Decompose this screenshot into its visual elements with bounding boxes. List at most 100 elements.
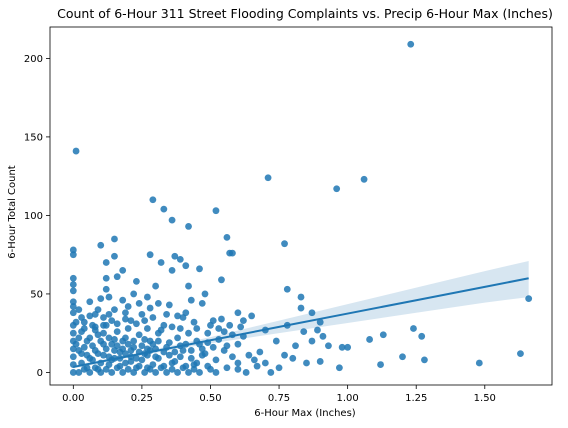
y-tick-label: 150 xyxy=(24,132,43,143)
data-point xyxy=(168,323,176,331)
data-point xyxy=(272,337,280,345)
data-point xyxy=(100,321,107,329)
data-point xyxy=(264,174,272,182)
data-point xyxy=(141,336,149,343)
data-point xyxy=(122,334,129,342)
data-point xyxy=(185,282,192,290)
data-point xyxy=(281,240,288,248)
data-point xyxy=(234,309,242,317)
data-point xyxy=(253,362,261,370)
data-point xyxy=(289,354,297,362)
data-point xyxy=(229,249,236,257)
data-point xyxy=(160,362,168,370)
data-point xyxy=(261,359,269,367)
x-tick-label: 1.00 xyxy=(337,393,359,404)
data-point xyxy=(176,353,184,361)
data-point xyxy=(83,351,91,359)
data-point xyxy=(182,362,190,370)
data-point xyxy=(69,246,77,254)
data-point xyxy=(105,334,113,342)
data-point xyxy=(69,321,77,329)
data-point xyxy=(130,290,138,298)
data-point xyxy=(196,265,203,273)
data-point xyxy=(97,295,105,303)
data-point xyxy=(69,298,77,306)
data-point xyxy=(130,337,138,345)
data-point xyxy=(223,364,231,372)
data-point xyxy=(245,351,253,359)
data-point xyxy=(111,336,118,343)
data-point xyxy=(314,326,321,334)
x-tick-label: 0.75 xyxy=(268,393,290,404)
data-point xyxy=(399,353,406,361)
data-point xyxy=(86,312,94,320)
data-point xyxy=(154,299,162,307)
data-point xyxy=(138,310,146,318)
data-point xyxy=(124,303,132,310)
data-point xyxy=(366,336,373,343)
data-point xyxy=(234,340,242,348)
data-point xyxy=(209,343,217,351)
data-point xyxy=(69,251,77,259)
data-point xyxy=(185,223,192,230)
data-point xyxy=(171,348,179,356)
data-point xyxy=(168,266,176,274)
data-point xyxy=(338,343,346,351)
data-point xyxy=(242,369,250,376)
data-point xyxy=(333,185,341,193)
data-point xyxy=(152,369,160,376)
data-point xyxy=(75,334,83,342)
data-point xyxy=(171,252,179,260)
data-point xyxy=(105,353,113,361)
axes: 0.00 0.25 0.50 0.75 1.00 1.25 1.50 0 50 100 150 200 xyxy=(24,26,553,404)
data-point xyxy=(102,259,110,266)
data-point xyxy=(154,337,162,345)
data-point xyxy=(111,235,118,243)
y-tick-label: 100 xyxy=(24,211,43,222)
data-point xyxy=(201,290,209,298)
data-point xyxy=(209,317,217,325)
data-point xyxy=(100,351,107,359)
y-tick-label: 50 xyxy=(30,289,43,300)
data-point xyxy=(105,310,113,318)
data-point xyxy=(407,40,415,48)
data-point xyxy=(198,351,206,359)
data-point xyxy=(308,309,316,317)
data-point xyxy=(146,304,154,312)
x-axis-label: 6-Hour Max (Inches) xyxy=(254,408,355,419)
data-point xyxy=(102,274,110,282)
data-point xyxy=(316,318,324,326)
data-point xyxy=(165,339,173,347)
data-point xyxy=(119,345,127,353)
data-point xyxy=(344,343,352,351)
data-point xyxy=(250,356,258,364)
data-point xyxy=(421,356,428,364)
data-point xyxy=(517,350,524,357)
data-point xyxy=(89,356,96,364)
data-point xyxy=(91,323,99,331)
data-point xyxy=(149,361,157,368)
data-point xyxy=(174,334,181,342)
plot-area xyxy=(69,40,533,376)
data-point xyxy=(100,329,107,337)
data-point xyxy=(100,314,107,321)
data-point xyxy=(418,332,426,340)
data-point xyxy=(119,369,127,376)
data-point xyxy=(319,332,327,340)
data-point xyxy=(69,309,77,317)
data-point xyxy=(89,342,96,350)
data-point xyxy=(165,301,173,309)
data-point xyxy=(267,369,275,376)
data-point xyxy=(122,359,129,367)
data-point xyxy=(97,241,105,249)
data-point xyxy=(102,285,110,293)
data-point xyxy=(133,354,140,362)
data-point xyxy=(212,369,220,376)
data-point xyxy=(86,298,94,306)
data-point xyxy=(297,304,305,312)
data-point xyxy=(83,364,91,372)
data-point xyxy=(124,325,132,332)
data-point xyxy=(300,328,308,336)
data-point xyxy=(218,276,225,284)
axes-frame xyxy=(49,26,553,386)
